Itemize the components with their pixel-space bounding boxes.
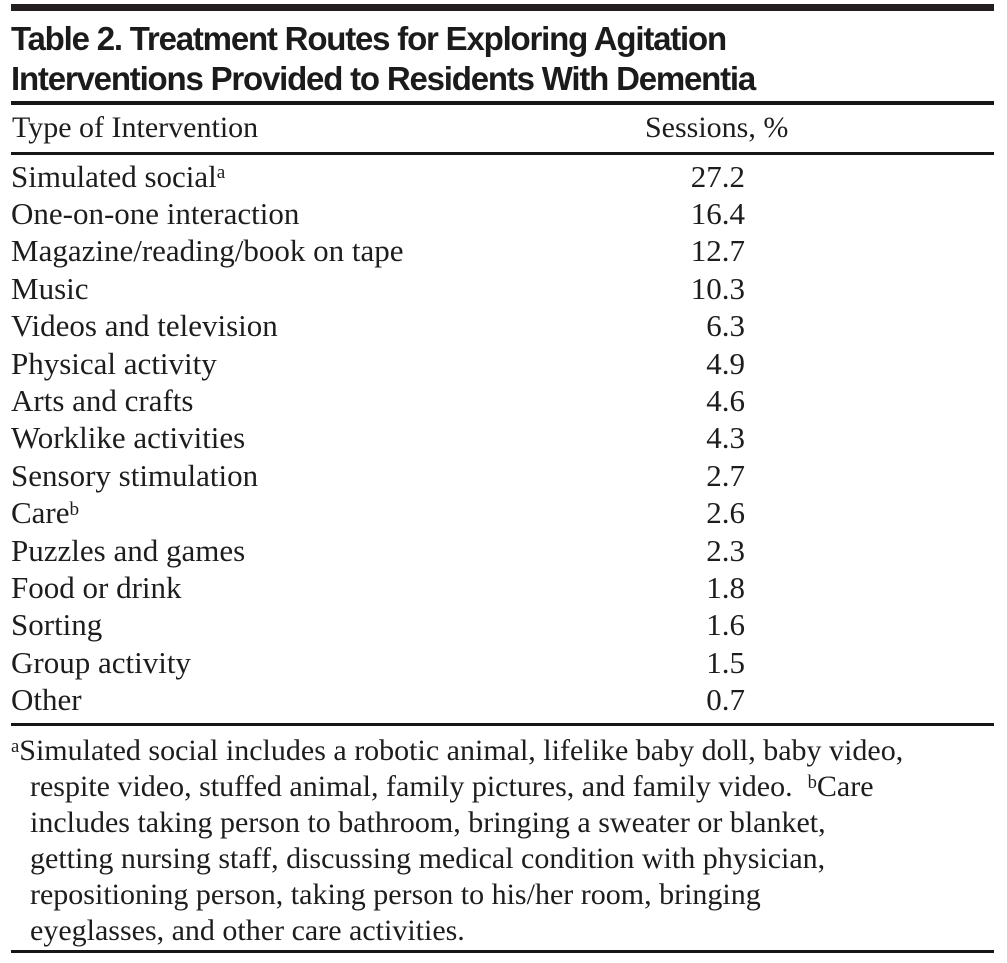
- row-label: Simulated sociala: [11, 158, 226, 194]
- row-label: Careb: [11, 495, 80, 531]
- row-value: 1.5: [706, 644, 745, 680]
- row-label: Music: [11, 270, 89, 306]
- table-row: Group activity 1.5: [11, 644, 994, 681]
- table-row: Arts and crafts 4.6: [11, 382, 994, 419]
- row-label: Magazine/reading/book on tape: [11, 233, 404, 269]
- table-row: Magazine/reading/book on tape 12.7: [11, 233, 994, 270]
- footnote-line: repositioning person, taking person to h…: [30, 878, 761, 912]
- table-row: Physical activity 4.9: [11, 345, 994, 382]
- footnote-marker: a: [216, 162, 226, 184]
- table-2-panel: Table 2. Treatment Routes for Exploring …: [11, 4, 994, 954]
- table-title: Table 2. Treatment Routes for Exploring …: [11, 20, 756, 97]
- row-value: 0.7: [706, 682, 745, 718]
- table-row: Videos and television 6.3: [11, 308, 994, 345]
- table-footnote: aSimulated social includes a robotic ani…: [11, 733, 994, 949]
- rule-above-footnote: [11, 722, 994, 727]
- row-label: Videos and television: [11, 308, 278, 344]
- row-label: Sorting: [11, 607, 103, 643]
- row-label: Group activity: [11, 644, 191, 680]
- row-value: 4.6: [706, 383, 745, 419]
- row-label: One-on-one interaction: [11, 196, 300, 232]
- row-label: Worklike activities: [11, 420, 246, 456]
- footnote-marker: a: [11, 736, 20, 757]
- table-row: Careb 2.6: [11, 495, 994, 532]
- bottom-rule: [11, 950, 994, 954]
- table-row: Worklike activities 4.3: [11, 420, 994, 457]
- row-value: 16.4: [690, 196, 745, 232]
- row-label: Sensory stimulation: [11, 457, 259, 493]
- row-value: 27.2: [690, 158, 745, 194]
- table-row: One-on-one interaction 16.4: [11, 195, 994, 232]
- column-header-intervention: Type of Intervention: [12, 110, 259, 144]
- footnote-line: eyeglasses, and other care activities.: [30, 914, 465, 948]
- footnote-marker: b: [807, 772, 817, 793]
- footnote-line: includes taking person to bathroom, brin…: [30, 806, 826, 840]
- row-value: 2.7: [706, 457, 745, 493]
- row-label: Arts and crafts: [11, 383, 194, 419]
- row-value: 2.3: [706, 532, 745, 568]
- footnote-marker: b: [69, 498, 80, 520]
- top-bar-rule: [11, 4, 994, 11]
- column-header-sessions: Sessions, %: [645, 110, 789, 144]
- footnote-line: getting nursing staff, discussing medica…: [30, 842, 826, 876]
- row-value: 4.9: [706, 345, 745, 381]
- row-value: 2.6: [706, 495, 745, 531]
- row-value: 12.7: [690, 233, 745, 269]
- row-value: 1.6: [706, 607, 745, 643]
- rule-under-title: [11, 101, 994, 105]
- row-label: Physical activity: [11, 345, 217, 381]
- table-row: Puzzles and games 2.3: [11, 532, 994, 569]
- row-value: 4.3: [706, 420, 745, 456]
- table-body: Simulated sociala 27.2 One-on-one interact…: [11, 158, 994, 719]
- table-row: Other 0.7: [11, 681, 994, 718]
- footnote-line: respite video, stuffed animal, family pi…: [30, 770, 874, 804]
- row-value: 10.3: [690, 270, 745, 306]
- table-row: Music 10.3: [11, 270, 994, 307]
- table-row: Sorting 1.6: [11, 607, 994, 644]
- column-header-row: Type of Intervention Sessions, %: [11, 105, 994, 152]
- table-row: Simulated sociala 27.2: [11, 158, 994, 195]
- rule-under-header: [11, 151, 994, 155]
- table-row: Food or drink 1.8: [11, 569, 994, 606]
- table-row: Sensory stimulation 2.7: [11, 457, 994, 494]
- footnote-line: aSimulated social includes a robotic ani…: [11, 734, 904, 768]
- row-value: 1.8: [706, 569, 745, 605]
- row-value: 6.3: [706, 308, 745, 344]
- row-label: Other: [11, 682, 82, 718]
- row-label: Puzzles and games: [11, 532, 246, 568]
- row-label: Food or drink: [11, 569, 182, 605]
